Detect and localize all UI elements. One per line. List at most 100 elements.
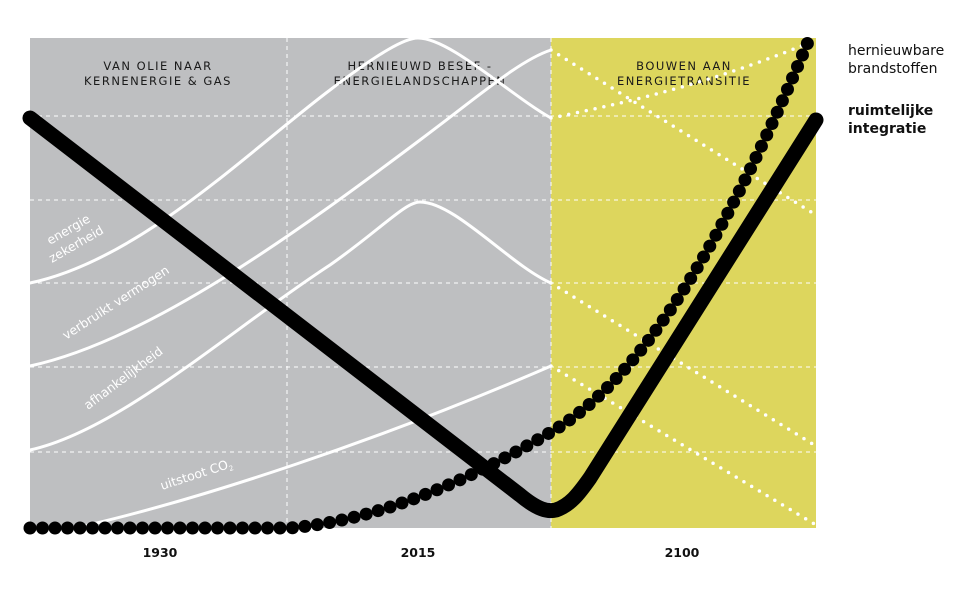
dot-mark [770,105,784,119]
dot-mark [161,521,174,535]
legend-line: brandstoffen [848,61,938,77]
legend-hernieuwbare-brandstoffen: hernieuwbare brandstoffen [848,42,944,78]
dot-mark [73,521,87,535]
dot-mark [563,413,577,427]
dot-mark [670,292,684,306]
dot-mark [61,521,74,535]
dot-mark [323,515,337,529]
uitstoot-co2-curve [73,364,553,530]
dot-mark [520,439,534,453]
phase-1-title-line1: VAN OLIE NAAR [103,59,212,73]
dot-mark [211,521,224,535]
phase-2-title-line2: ENERGIELANDSCHAPPEN [334,74,507,88]
dot-mark [760,128,774,142]
dot-mark [663,303,677,317]
dot-mark [591,389,605,403]
dot-mark [775,94,789,108]
dot-mark [800,37,814,51]
verbruikt-vermogen-curve [28,48,553,368]
dot-mark [395,496,409,510]
dot-mark [684,271,698,285]
dot-mark [765,117,779,131]
legend-line: hernieuwbare [848,43,945,59]
dot-mark [23,521,37,535]
dot-mark [418,487,432,501]
dot-mark [791,59,805,73]
dot-mark [721,206,735,220]
dot-mark [453,473,467,487]
dot-mark [407,492,421,506]
dot-mark [749,150,763,164]
dot-mark [198,521,212,535]
dot-mark [310,518,324,532]
dot-mark [430,483,444,497]
dot-mark [487,457,501,471]
dot-mark [371,504,385,518]
dot-mark [697,250,711,264]
dot-mark [542,426,556,440]
dot-mark [656,313,670,327]
afhankelijkheid-curve [28,200,553,452]
dot-mark [498,451,512,465]
phase-3-title-line2: ENERGIETRANSITIE [617,74,751,88]
dot-mark [285,521,299,535]
dot-mark [703,239,717,253]
legend-ruimtelijke-integratie: ruimtelijke integratie [848,102,933,138]
dot-mark [335,513,349,527]
dot-mark [780,82,794,96]
dot-mark [442,478,456,492]
year-label-2015: 2015 [401,545,436,560]
dot-mark [123,521,137,535]
dot-mark [111,521,124,535]
afhankelijkheid-projection [549,281,818,448]
dot-mark [173,521,187,535]
dot-mark [609,372,623,386]
dot-mark [795,48,809,62]
dot-mark [509,445,523,459]
dot-mark [715,217,729,231]
dot-mark [531,433,545,447]
dot-mark [248,521,262,535]
dot-mark [383,500,397,514]
dot-mark [626,353,640,367]
dot-mark [261,521,274,535]
phase-3-title-line1: BOUWEN AAN [636,59,732,73]
dot-mark [732,184,746,198]
dot-mark [634,343,648,357]
dot-mark [186,521,199,535]
phase-1-title-line2: KERNENERGIE & GAS [84,74,232,88]
dot-mark [552,420,566,434]
dot-mark [727,195,741,209]
dot-mark [690,261,704,275]
dot-mark [48,521,62,535]
energie-zekerheid-projection [549,38,818,120]
ruimtelijke-integratie-line [22,110,824,519]
dot-mark [754,139,768,153]
dot-mark [738,173,752,187]
dot-mark [618,362,632,376]
dot-mark [709,228,723,242]
legend-line: integratie [848,121,927,137]
energie-zekerheid-curve [28,36,553,285]
dot-mark [359,507,373,521]
legend-line: ruimtelijke [848,103,934,119]
dot-mark [582,397,596,411]
dot-mark [600,380,614,394]
hernieuwbare-brandstoffen-dots [23,37,814,535]
dot-mark [223,521,237,535]
dot-mark [236,521,249,535]
dot-mark [148,521,162,535]
dot-mark [36,521,49,535]
year-label-1930: 1930 [143,545,178,560]
dot-mark [476,462,490,476]
dot-mark [464,468,478,482]
dot-mark [136,521,149,535]
dot-mark [744,162,758,176]
dot-mark [641,333,655,347]
dot-mark [573,405,587,419]
dot-mark [98,521,112,535]
dot-mark [298,519,312,533]
dot-mark [786,71,800,85]
